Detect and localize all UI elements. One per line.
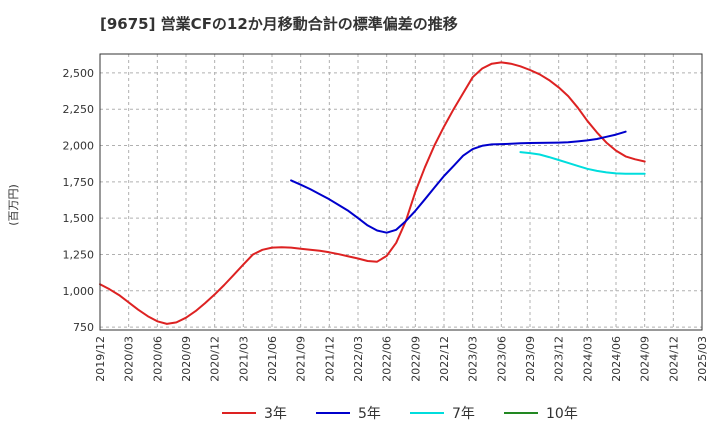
x-tick-label: 2024/12 [667, 336, 680, 382]
x-tick-label: 2021/09 [295, 336, 308, 382]
grid [99, 54, 703, 330]
legend: 3年 5年 7年 10年 [222, 406, 578, 422]
x-tick-label: 2023/06 [495, 336, 508, 382]
series-lines [99, 61, 646, 325]
x-tick-label: 2022/03 [352, 336, 365, 382]
series-line-3年 [99, 61, 646, 325]
x-tick-label: 2024/06 [610, 336, 623, 382]
legend-label-3年: 3年 [264, 406, 287, 422]
x-tick-label: 2021/06 [266, 336, 279, 382]
y-tick-label: 1,000 [63, 285, 95, 298]
y-tick-label: 1,750 [63, 176, 95, 189]
y-tick-labels: 750 1,000 1,250 1,500 1,750 2,000 2,250 2,500 [63, 67, 95, 334]
x-tick-label: 2020/06 [151, 336, 164, 382]
x-tick-label: 2023/12 [553, 336, 566, 382]
x-tick-label: 2022/09 [409, 336, 422, 382]
y-tick-label: 2,250 [63, 103, 95, 116]
series-line-5年 [290, 130, 627, 234]
legend-label-5年: 5年 [358, 406, 381, 422]
x-tick-label: 2021/12 [323, 336, 336, 382]
legend-label-7年: 7年 [452, 406, 475, 422]
x-tick-labels: 2019/12 2020/03 2020/06 2020/09 2020/12 2021/… [94, 336, 709, 382]
y-tick-label: 2,000 [63, 140, 95, 153]
x-tick-label: 2020/12 [209, 336, 222, 382]
x-tick-label: 2023/03 [467, 336, 480, 382]
y-axis-label: (百万円) [7, 184, 20, 226]
y-tick-label: 1,500 [63, 212, 95, 225]
y-tick-label: 750 [73, 321, 94, 334]
plot-frame [99, 53, 703, 331]
x-tick-label: 2022/12 [438, 336, 451, 382]
y-tick-label: 1,250 [63, 248, 95, 261]
x-tick-label: 2024/03 [581, 336, 594, 382]
legend-label-10年: 10年 [546, 406, 578, 422]
x-tick-label: 2022/06 [381, 336, 394, 382]
x-tick-label: 2024/09 [639, 336, 652, 382]
x-tick-label: 2025/03 [696, 336, 709, 382]
x-tick-label: 2019/12 [94, 336, 107, 382]
x-tick-label: 2020/09 [180, 336, 193, 382]
y-tick-label: 2,500 [63, 67, 95, 80]
series-line-7年 [519, 151, 646, 175]
x-tick-label: 2020/03 [123, 336, 136, 382]
chart-title: [9675] 営業CFの12か月移動合計の標準偏差の推移 [100, 15, 458, 33]
x-tick-label: 2023/09 [524, 336, 537, 382]
x-tick-label: 2021/03 [237, 336, 250, 382]
